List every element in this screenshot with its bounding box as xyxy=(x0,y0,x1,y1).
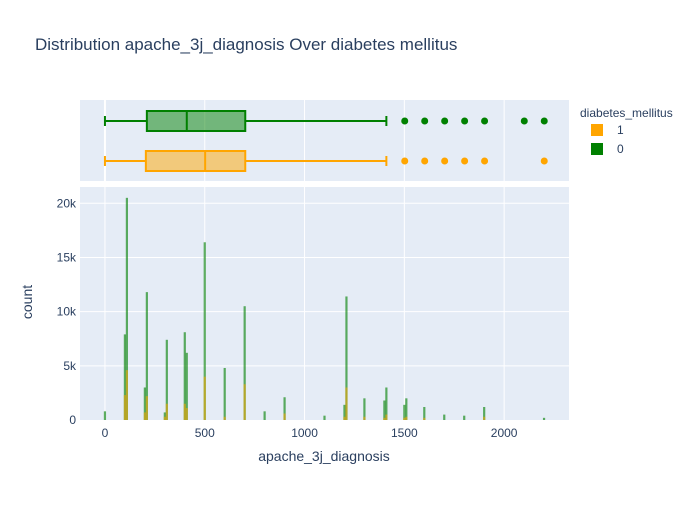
y-tick-label: 15k xyxy=(57,250,77,264)
histogram-bar xyxy=(163,416,166,420)
outlier-point xyxy=(520,117,528,125)
x-tick-label: 1000 xyxy=(291,426,318,440)
histogram-bar xyxy=(185,408,188,420)
plot-areas xyxy=(80,100,569,420)
chart-title: Distribution apache_3j_diagnosis Over di… xyxy=(35,35,457,54)
outlier-point xyxy=(421,157,429,165)
histogram-bar xyxy=(125,370,129,420)
histogram-bar xyxy=(125,197,129,420)
histogram-bar xyxy=(145,292,148,420)
histogram-bar xyxy=(483,406,486,420)
histogram-bar xyxy=(163,412,166,420)
histogram-bar xyxy=(263,411,266,420)
histogram-bar xyxy=(123,334,127,420)
x-axis-title: apache_3j_diagnosis xyxy=(258,448,390,464)
histogram-bar xyxy=(403,417,406,420)
histogram-bar xyxy=(443,414,446,420)
histogram-series-0 xyxy=(103,197,546,420)
outlier-point xyxy=(540,157,548,165)
histogram-bar xyxy=(363,416,366,420)
legend-label-0: 0 xyxy=(617,142,624,156)
histogram-bar xyxy=(383,400,386,420)
histogram-bar xyxy=(463,415,466,420)
box-iqr xyxy=(145,110,247,132)
legend-title: diabetes_mellitus xyxy=(580,106,673,120)
y-tick-label: 0 xyxy=(69,413,76,427)
box-iqr xyxy=(144,150,247,172)
histogram-bar xyxy=(185,352,188,420)
histogram-bar xyxy=(542,417,546,420)
histogram-bar xyxy=(385,414,388,420)
outlier-point xyxy=(540,117,548,125)
legend-swatch-1 xyxy=(591,124,603,136)
histogram-bar xyxy=(143,412,146,420)
outlier-point xyxy=(461,117,469,125)
histogram-bar xyxy=(143,387,146,420)
y-axis-title: count xyxy=(19,285,35,319)
y-tick-label: 5k xyxy=(63,359,77,373)
histogram-bar xyxy=(165,339,168,420)
histogram-bar xyxy=(203,376,206,420)
histogram-bar xyxy=(483,416,486,420)
y-tick-label: 10k xyxy=(57,305,77,319)
histogram-bar xyxy=(223,367,226,420)
histogram-bar xyxy=(405,416,408,420)
histogram-bar xyxy=(243,384,246,420)
legend-swatch-0 xyxy=(591,143,603,155)
histogram-series-1 xyxy=(123,370,486,420)
outlier-point xyxy=(441,157,449,165)
y-tick-label: 20k xyxy=(57,196,77,210)
histogram-bar xyxy=(323,415,326,420)
axes-layer: 0 500 1000 1500 2000 0 5k 10k 15k 20k xyxy=(57,196,518,440)
histogram-bar xyxy=(385,387,388,420)
outlier-point xyxy=(481,117,489,125)
histogram-bar xyxy=(145,396,148,420)
x-tick-label: 500 xyxy=(195,426,215,440)
outlier-point xyxy=(461,157,469,165)
histogram-bar xyxy=(183,332,186,420)
histogram-bar xyxy=(223,416,226,420)
histogram-bar xyxy=(345,387,348,420)
outlier-point xyxy=(401,117,409,125)
x-tick-label: 0 xyxy=(102,426,109,440)
histogram-bar xyxy=(243,306,246,420)
box-plot-layer xyxy=(103,110,548,172)
box-plot-1 xyxy=(103,150,548,172)
legend-label-1: 1 xyxy=(617,123,624,137)
outlier-point xyxy=(421,117,429,125)
histogram-layer xyxy=(103,197,546,420)
legend[interactable]: diabetes_mellitus 1 0 xyxy=(580,106,673,156)
histogram-background xyxy=(80,187,569,420)
histogram-bar xyxy=(165,403,168,420)
histogram-bar xyxy=(183,403,186,420)
outlier-point xyxy=(441,117,449,125)
histogram-bar xyxy=(345,296,348,420)
box-plot-0 xyxy=(103,110,548,132)
x-tick-label: 2000 xyxy=(491,426,518,440)
x-tick-label: 1500 xyxy=(391,426,418,440)
histogram-bar xyxy=(343,404,346,420)
histogram-bar xyxy=(423,406,426,420)
histogram-bar xyxy=(103,411,107,420)
histogram-bar xyxy=(383,417,386,420)
histogram-bar xyxy=(123,395,127,420)
histogram-bar xyxy=(343,416,346,420)
histogram-bar xyxy=(423,417,426,420)
histogram-bar xyxy=(283,397,286,420)
histogram-bar xyxy=(403,404,406,420)
outlier-point xyxy=(481,157,489,165)
outlier-point xyxy=(401,157,409,165)
histogram-bar xyxy=(283,413,286,420)
histogram-bar xyxy=(203,242,206,420)
histogram-bar xyxy=(363,398,366,420)
histogram-bar xyxy=(405,398,408,420)
